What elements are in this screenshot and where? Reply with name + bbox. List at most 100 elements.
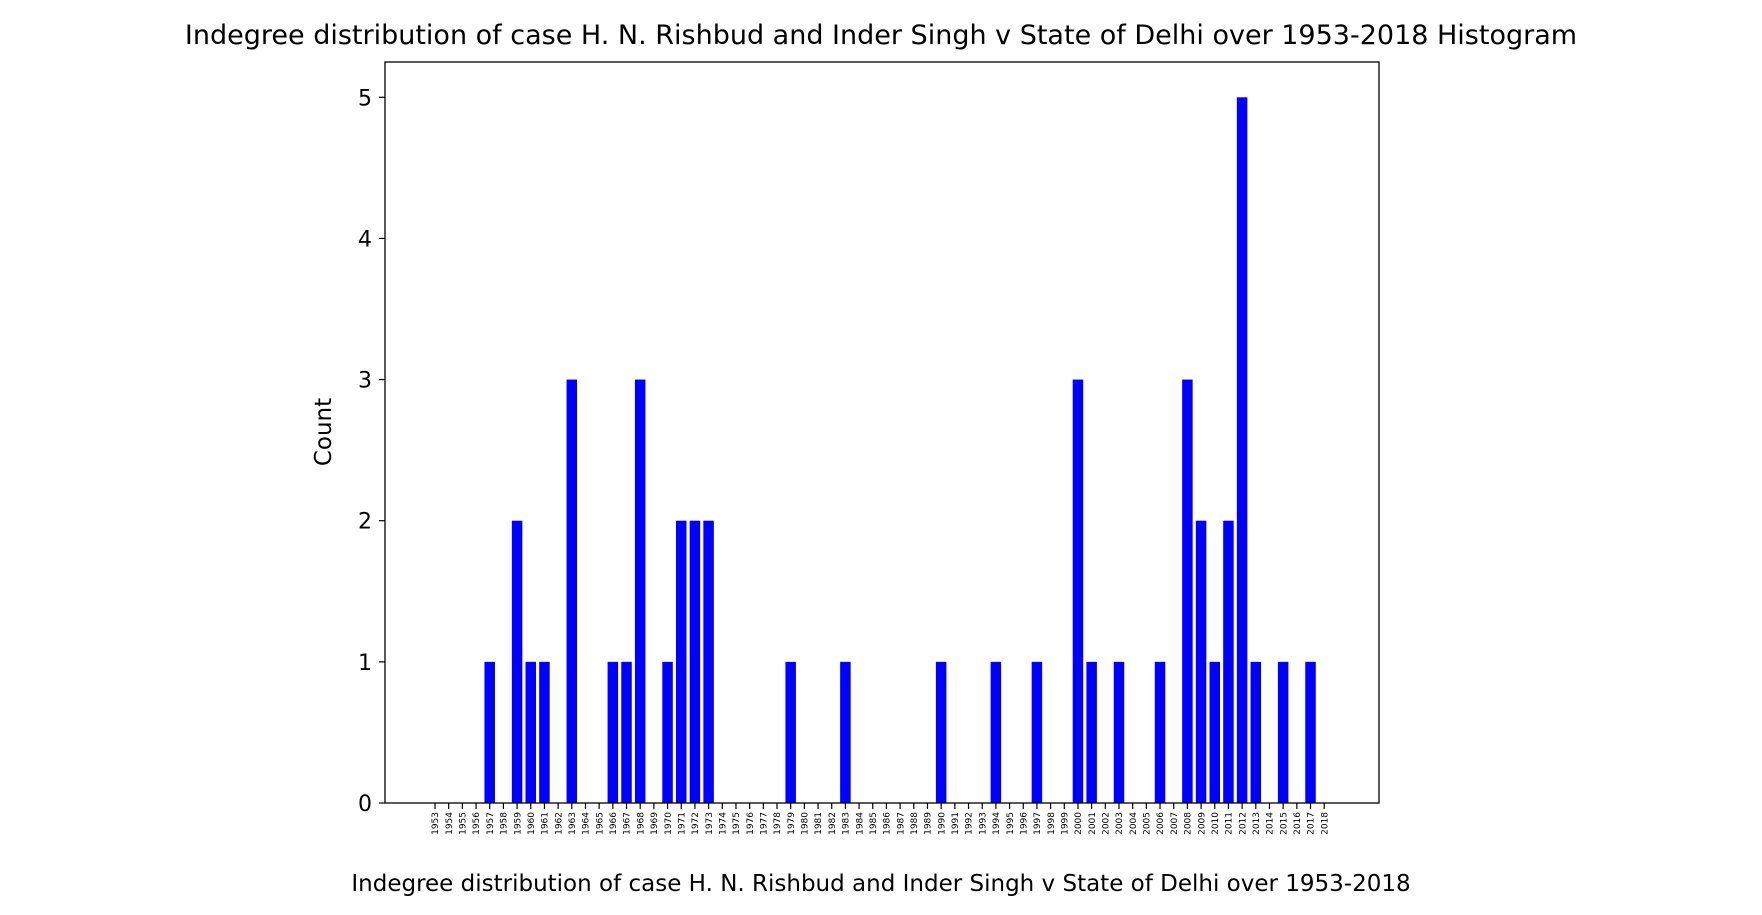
bar-2001 [1086,661,1097,803]
y-tick-label: 5 [358,86,372,111]
x-tick-label: 1975 [732,812,742,835]
x-tick-label: 2008 [1184,812,1194,835]
x-tick-label: 2014 [1266,812,1276,835]
x-tick-label: 1967 [623,812,633,835]
x-tick-label: 1962 [554,812,564,835]
x-tick-label: 1998 [1047,812,1057,835]
x-tick-label: 1971 [677,812,687,835]
x-tick-label: 2012 [1238,812,1248,835]
x-tick-label: 1994 [992,812,1002,835]
bar-2009 [1195,520,1207,803]
x-tick-label: 2005 [1143,812,1153,835]
x-tick-label: 1986 [883,812,893,835]
x-tick-label: 1988 [910,812,920,835]
bar-1973 [703,520,714,803]
x-tick-label: 1960 [527,812,537,835]
x-tick-label: 2001 [1088,812,1098,835]
x-tick-label: 2000 [1074,812,1084,835]
x-tick-label: 1980 [801,812,811,835]
bar-1966 [607,661,619,803]
y-axis-label: Count [311,398,337,466]
plot-frame [384,61,1380,804]
x-tick-label: 1983 [842,812,852,835]
bar-1994 [990,661,1002,803]
bar-1960 [525,661,537,803]
x-axis-ticks: 1953 1954 1955 1956 1957 1958 1959 1960 1961 1962… [431,803,1330,835]
bars-group [484,97,1316,804]
bar-2006 [1154,661,1166,803]
x-tick-label: 1974 [718,812,728,835]
y-tick-label: 3 [358,369,372,394]
x-tick-label: 1963 [568,812,578,835]
x-tick-label: 1990 [937,812,947,835]
x-tick-label: 1992 [965,812,975,835]
bar-1970 [662,661,673,803]
x-tick-label: 2013 [1252,812,1262,835]
x-tick-label: 1964 [582,812,592,835]
bar-1959 [511,520,523,803]
x-tick-label: 2011 [1225,812,1235,835]
x-tick-label: 1997 [1033,812,1043,835]
x-tick-label: 1978 [773,812,783,835]
x-tick-label: 1965 [595,812,605,835]
x-tick-label: 2010 [1211,812,1221,835]
bar-2011 [1223,520,1234,803]
x-tick-label: 1979 [787,812,797,835]
x-tick-label: 1981 [814,812,824,835]
bar-2003 [1113,661,1125,803]
x-tick-label: 1969 [650,812,660,835]
x-tick-label: 1955 [459,812,469,835]
x-tick-label: 1982 [828,812,838,835]
bar-1990 [935,661,947,803]
x-tick-label: 2006 [1156,812,1166,835]
bar-2015 [1277,661,1289,803]
x-tick-label: 1991 [951,812,961,835]
x-tick-label: 1989 [924,812,934,835]
y-tick-label: 1 [358,651,372,676]
y-tick-label: 2 [358,510,372,535]
y-tick-label: 0 [358,792,372,817]
x-tick-label: 1972 [691,812,701,835]
bar-1957 [484,661,495,803]
x-tick-label: 2007 [1170,812,1180,835]
bar-2013 [1250,661,1262,803]
x-tick-label: 1984 [855,812,865,835]
bar-2010 [1209,661,1221,803]
x-tick-label: 2002 [1102,812,1112,835]
x-tick-label: 2017 [1307,812,1317,835]
x-tick-label: 1976 [746,812,756,835]
bar-1997 [1031,661,1043,803]
x-tick-label: 1968 [636,812,646,835]
bar-2012 [1236,97,1248,804]
x-tick-label: 1954 [445,812,455,835]
x-tick-label: 1985 [869,812,879,835]
bar-1971 [675,520,687,803]
x-tick-label: 1977 [760,812,770,835]
bar-1963 [566,379,578,803]
x-tick-label: 1993 [978,812,988,835]
bar-2017 [1305,661,1316,803]
x-tick-label: 1953 [431,812,441,835]
bar-1983 [840,661,851,803]
x-tick-label: 2018 [1320,812,1330,835]
x-tick-label: 1970 [664,812,674,835]
x-tick-label: 1959 [513,812,523,835]
bar-1961 [539,661,550,803]
x-tick-label: 1957 [486,812,496,835]
bar-2008 [1182,379,1193,803]
x-tick-label: 1956 [472,812,482,835]
x-tick-label: 1995 [1006,812,1016,835]
x-tick-label: 1999 [1060,812,1070,835]
bar-2000 [1072,379,1084,803]
x-tick-label: 1958 [500,812,510,835]
bar-1979 [785,661,796,803]
x-tick-label: 2016 [1293,812,1303,835]
x-tick-label: 2009 [1197,812,1207,835]
x-tick-label: 1996 [1019,812,1029,835]
x-axis-label: Indegree distribution of case H. N. Rish… [351,871,1410,897]
x-tick-label: 1966 [609,812,619,835]
y-axis-ticks: 0 1 2 3 4 5 [358,86,385,817]
x-tick-label: 1987 [896,812,906,835]
chart-title: Indegree distribution of case H. N. Rish… [185,20,1577,51]
